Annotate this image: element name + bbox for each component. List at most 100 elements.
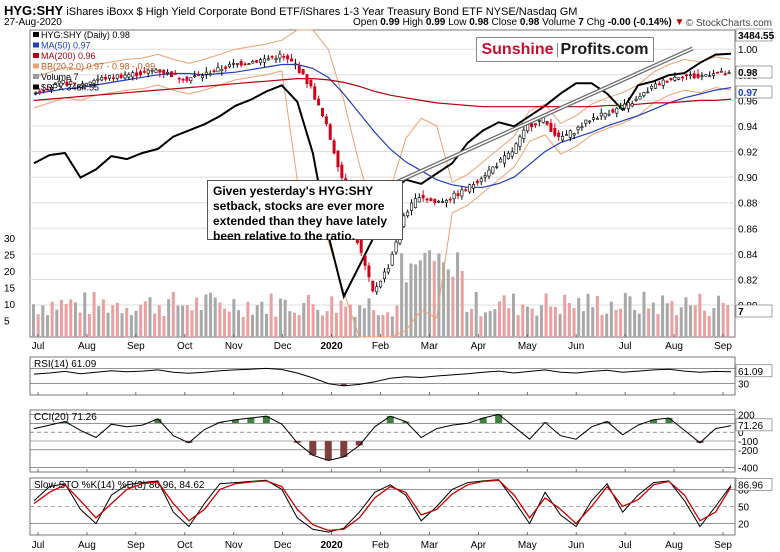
value-tag: 71.26 <box>738 421 763 432</box>
volume-tick-label: 5 <box>4 317 10 328</box>
candle-body <box>193 75 197 77</box>
candle-body <box>665 81 669 83</box>
volume-bar <box>670 301 674 337</box>
volume-bar <box>311 304 315 337</box>
candle-body <box>433 199 437 204</box>
volume-bar <box>213 297 217 337</box>
candle-body <box>324 116 328 125</box>
candle-body <box>456 193 460 196</box>
volume-bar <box>460 270 464 337</box>
candle-body <box>293 63 297 66</box>
candle-body <box>282 56 286 58</box>
candle-body <box>46 88 50 91</box>
legend-entry: BB(20,2.0) 0.97 - 0.98 - 0.99 <box>41 62 155 72</box>
candle-body <box>247 63 251 65</box>
volume-bar <box>339 300 343 337</box>
candle-body <box>189 77 193 81</box>
candle-body <box>572 133 576 136</box>
x-tick-label: May <box>518 540 537 551</box>
x-tick-label: Feb <box>372 540 390 551</box>
volume-bar <box>446 269 450 337</box>
volume-tick-label: 10 <box>4 300 16 311</box>
candle-body <box>150 69 154 72</box>
volume-bar <box>703 310 707 337</box>
candle-body <box>317 98 321 106</box>
volume-bar <box>176 305 180 337</box>
candle-body <box>197 74 201 77</box>
volume-bar <box>111 305 115 337</box>
volume-bar <box>381 315 385 337</box>
x-tick-label: Aug <box>665 540 683 551</box>
legend-entry: HYG:SHY (Daily) 0.98 <box>41 30 130 40</box>
credit-label: © StockCharts.com <box>685 18 772 29</box>
volume-bar <box>470 308 474 337</box>
volume-bar <box>437 253 441 337</box>
legend-entry: Volume 7 <box>41 72 79 82</box>
volume-bar <box>120 313 124 337</box>
candle-body <box>135 72 139 77</box>
candle-body <box>607 113 611 116</box>
legend-swatch <box>33 74 39 79</box>
volume-bar <box>344 306 348 337</box>
candle-body <box>657 83 661 86</box>
volume-bar <box>484 312 488 337</box>
candle-body <box>111 77 115 80</box>
volume-bar <box>717 295 721 337</box>
legend-swatch <box>33 63 39 69</box>
volume-bar <box>237 310 241 337</box>
candle-body <box>216 67 220 73</box>
volume-bar <box>292 312 296 337</box>
panel-title: Slow STO %K(14) %D(3) 86.96, 84.62 <box>34 480 205 491</box>
candle-body <box>429 198 433 202</box>
volume-bar <box>451 276 455 337</box>
volume-bar <box>544 293 548 337</box>
volume-bar <box>330 296 334 337</box>
volume-bar <box>409 263 413 337</box>
volume-bar <box>106 312 110 337</box>
candle-body <box>568 130 572 138</box>
candle-body <box>580 126 584 128</box>
volume-bar <box>171 291 175 337</box>
candle-body <box>677 77 681 80</box>
high-value: 0.99 <box>425 17 446 28</box>
candle-body <box>638 96 642 100</box>
candle-body <box>715 71 719 74</box>
volume-bar <box>232 299 236 337</box>
y-tick-label: 50 <box>738 503 750 514</box>
volume-bar <box>581 311 585 337</box>
y-tick-label: -200 <box>738 446 758 457</box>
candle-body <box>259 59 263 64</box>
y-tick-label: 30 <box>738 380 750 391</box>
candle-body <box>495 165 499 168</box>
candle-body <box>57 80 61 84</box>
x-tick-label: Mar <box>421 540 439 551</box>
candle-body <box>564 134 568 136</box>
volume-bar <box>358 305 362 337</box>
candle-body <box>514 143 518 154</box>
candle-body <box>162 70 166 74</box>
volume-bar <box>605 313 609 337</box>
volume-bar <box>679 307 683 337</box>
x-tick-label: Jul <box>32 540 45 551</box>
candle-body <box>479 178 483 182</box>
x-tick-label: Feb <box>372 341 390 352</box>
y-tick-label: 1.00 <box>738 45 758 56</box>
candle-body <box>96 78 100 81</box>
x-tick-label: Nov <box>225 540 243 551</box>
candle-body <box>444 200 448 203</box>
candle-body <box>719 70 723 73</box>
volume-bar <box>320 315 324 337</box>
legend-swatch <box>33 84 39 90</box>
volume-bar <box>577 297 581 337</box>
candle-body <box>266 58 270 61</box>
candle-body <box>42 89 46 92</box>
candle-body <box>77 85 81 88</box>
down-arrow-icon: ▼ <box>674 17 685 28</box>
candle-body <box>243 63 247 66</box>
volume-bar <box>572 308 576 337</box>
candle-body <box>336 150 340 168</box>
y-tick-label: 0.86 <box>738 224 758 235</box>
candle-body <box>84 82 88 87</box>
candle-body <box>173 73 177 75</box>
